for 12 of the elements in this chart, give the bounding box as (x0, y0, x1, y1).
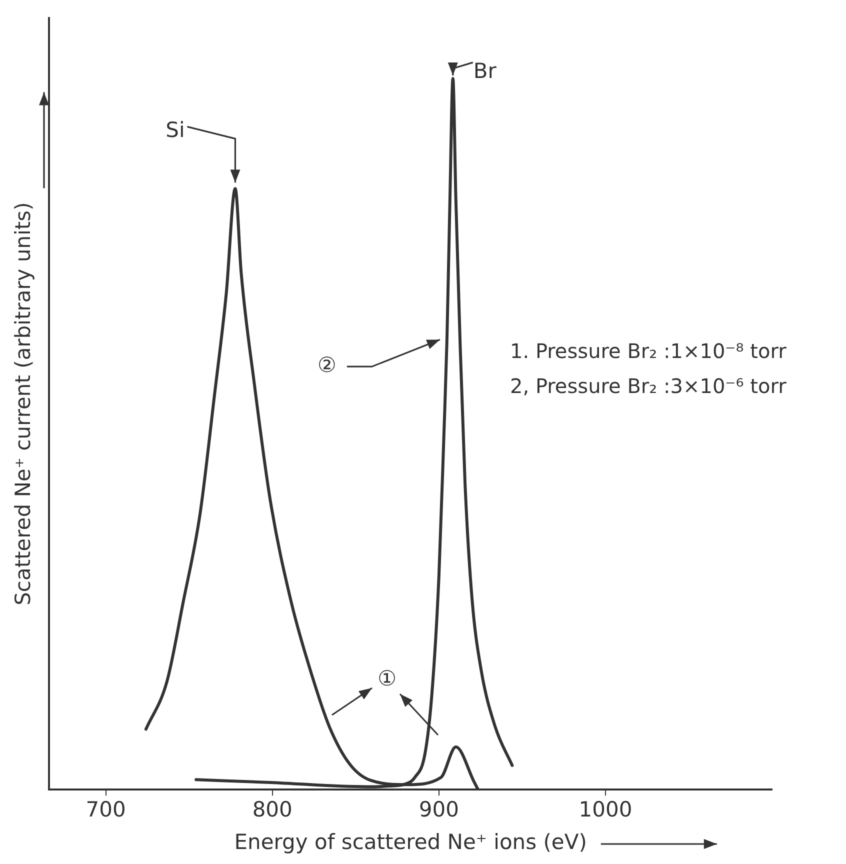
y-axis-title: Scattered Ne⁺ current (arbitrary units) (11, 202, 36, 606)
annotation: 2, Pressure Br₂ :3×10⁻⁶ torr (510, 374, 788, 398)
x-tick-label: 900 (418, 798, 459, 822)
x-tick-label: 800 (252, 798, 292, 822)
x-axis-title: Energy of scattered Ne⁺ ions (eV) (234, 830, 587, 854)
annotation: 1. Pressure Br₂ :1×10⁻⁸ torr (510, 339, 788, 364)
annotation: ② (317, 353, 336, 378)
annotation: ① (378, 666, 396, 690)
annotation: Br (473, 58, 497, 83)
x-tick-label: 700 (86, 798, 126, 822)
x-tick-label: 1000 (578, 798, 632, 822)
annotation: Si (166, 118, 185, 142)
